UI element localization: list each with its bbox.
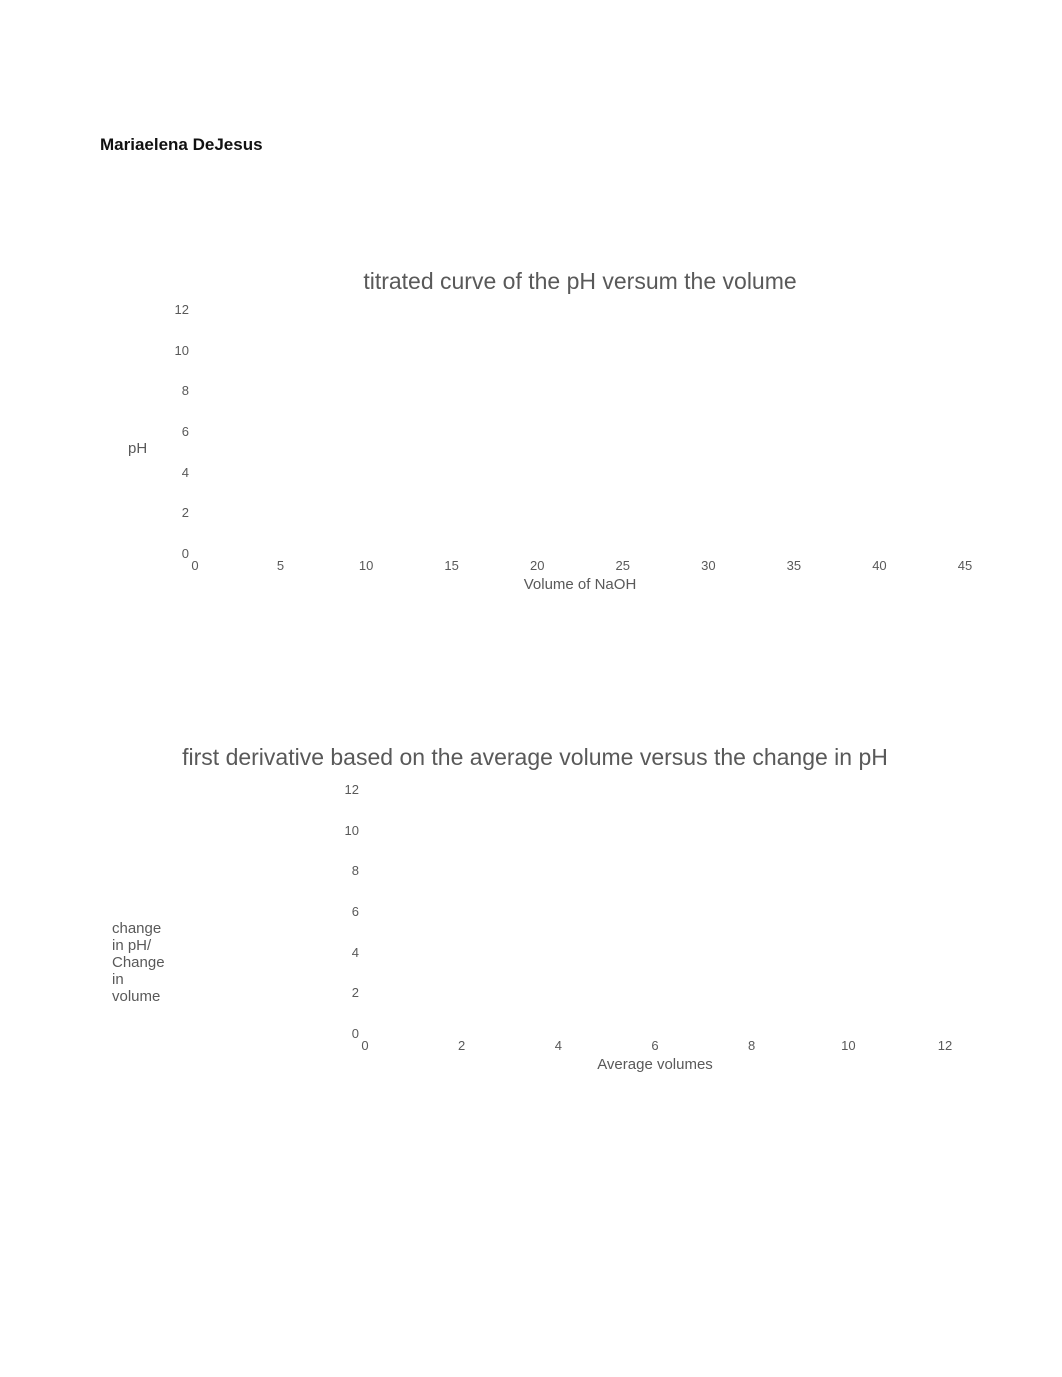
chart-title: titrated curve of the pH versum the volu… xyxy=(195,268,965,295)
x-tick: 20 xyxy=(522,558,552,573)
y-tick: 8 xyxy=(159,383,189,398)
y-axis-label: pH xyxy=(128,440,147,457)
x-tick: 10 xyxy=(833,1038,863,1053)
x-tick: 2 xyxy=(447,1038,477,1053)
y-tick: 12 xyxy=(159,302,189,317)
x-tick: 45 xyxy=(950,558,980,573)
y-tick: 6 xyxy=(329,904,359,919)
x-tick: 6 xyxy=(640,1038,670,1053)
y-axis-label: change in pH/ Change in volume xyxy=(112,920,165,1005)
x-tick: 30 xyxy=(693,558,723,573)
x-axis-label: Average volumes xyxy=(365,1056,945,1073)
chart-title: first derivative based on the average vo… xyxy=(120,744,950,771)
page: Mariaelena DeJesus titrated curve of the… xyxy=(0,0,1062,1377)
y-tick: 10 xyxy=(329,823,359,838)
x-tick: 8 xyxy=(737,1038,767,1053)
y-tick: 8 xyxy=(329,863,359,878)
author-name: Mariaelena DeJesus xyxy=(100,135,263,155)
x-tick: 4 xyxy=(543,1038,573,1053)
y-tick: 10 xyxy=(159,343,189,358)
x-tick: 35 xyxy=(779,558,809,573)
x-tick: 12 xyxy=(930,1038,960,1053)
y-tick: 12 xyxy=(329,782,359,797)
y-tick: 4 xyxy=(329,945,359,960)
y-tick: 2 xyxy=(159,505,189,520)
y-tick: 4 xyxy=(159,465,189,480)
y-tick: 2 xyxy=(329,985,359,1000)
x-tick: 10 xyxy=(351,558,381,573)
x-tick: 0 xyxy=(350,1038,380,1053)
x-tick: 25 xyxy=(608,558,638,573)
x-tick: 5 xyxy=(266,558,296,573)
x-axis-label: Volume of NaOH xyxy=(195,576,965,593)
x-tick: 15 xyxy=(437,558,467,573)
y-tick: 6 xyxy=(159,424,189,439)
x-tick: 0 xyxy=(180,558,210,573)
x-tick: 40 xyxy=(864,558,894,573)
